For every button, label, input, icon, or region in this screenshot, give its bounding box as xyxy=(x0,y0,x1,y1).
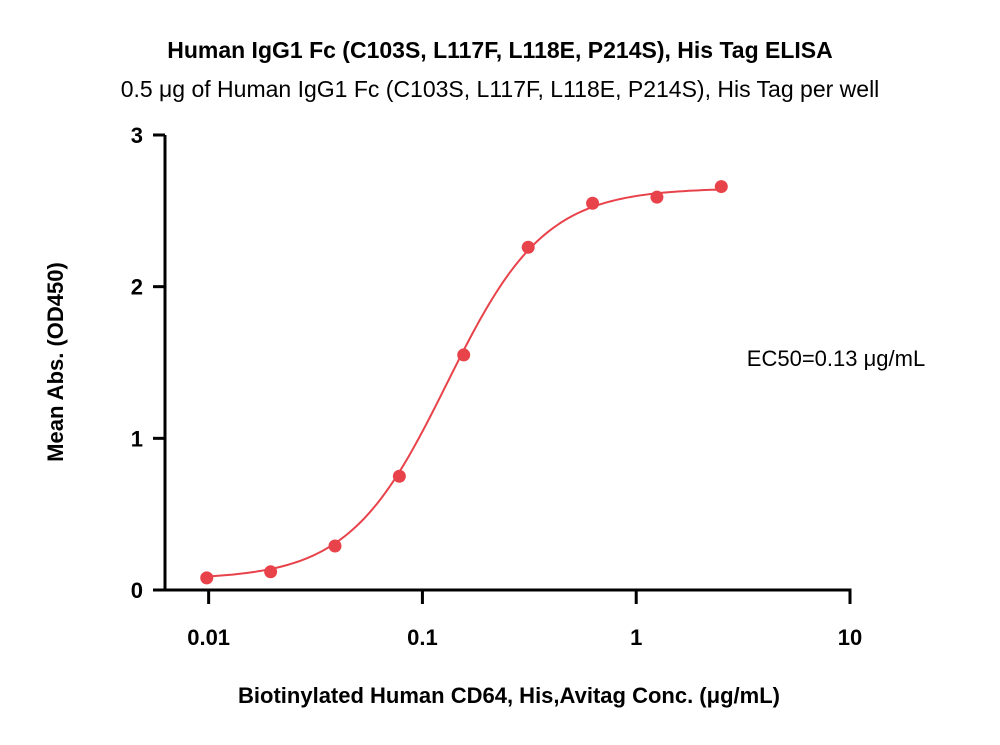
ticks: 0 1 2 3 0.01 0.1 1 10 xyxy=(131,123,862,650)
ec50-annotation: EC50=0.13 μg/mL xyxy=(747,346,925,371)
fit-curve xyxy=(206,188,722,578)
data-point xyxy=(650,190,664,204)
data-point xyxy=(328,539,342,553)
y-tick-label: 0 xyxy=(131,578,143,603)
chart-title: Human IgG1 Fc (C103S, L117F, L118E, P214… xyxy=(167,37,833,63)
y-tick-label: 2 xyxy=(131,275,143,300)
chart-subtitle: 0.5 μg of Human IgG1 Fc (C103S, L117F, L… xyxy=(120,76,880,102)
data-point xyxy=(586,196,600,210)
x-axis-title: Biotinylated Human CD64, His,Avitag Conc… xyxy=(238,683,780,708)
x-tick-label: 0.01 xyxy=(187,625,230,650)
data-points xyxy=(200,180,728,585)
data-point xyxy=(200,571,214,585)
data-point xyxy=(264,565,278,579)
x-tick-label: 0.1 xyxy=(407,625,438,650)
data-point xyxy=(457,348,471,362)
data-point xyxy=(392,469,406,483)
y-tick-label: 3 xyxy=(131,123,143,148)
data-point xyxy=(521,240,535,254)
x-tick-label: 10 xyxy=(838,625,862,650)
data-point xyxy=(714,180,728,194)
y-axis-title: Mean Abs. (OD450) xyxy=(43,262,68,462)
x-tick-label: 1 xyxy=(630,625,642,650)
fit-curve-layer xyxy=(206,188,722,578)
y-tick-label: 1 xyxy=(131,426,143,451)
axes xyxy=(163,135,852,592)
